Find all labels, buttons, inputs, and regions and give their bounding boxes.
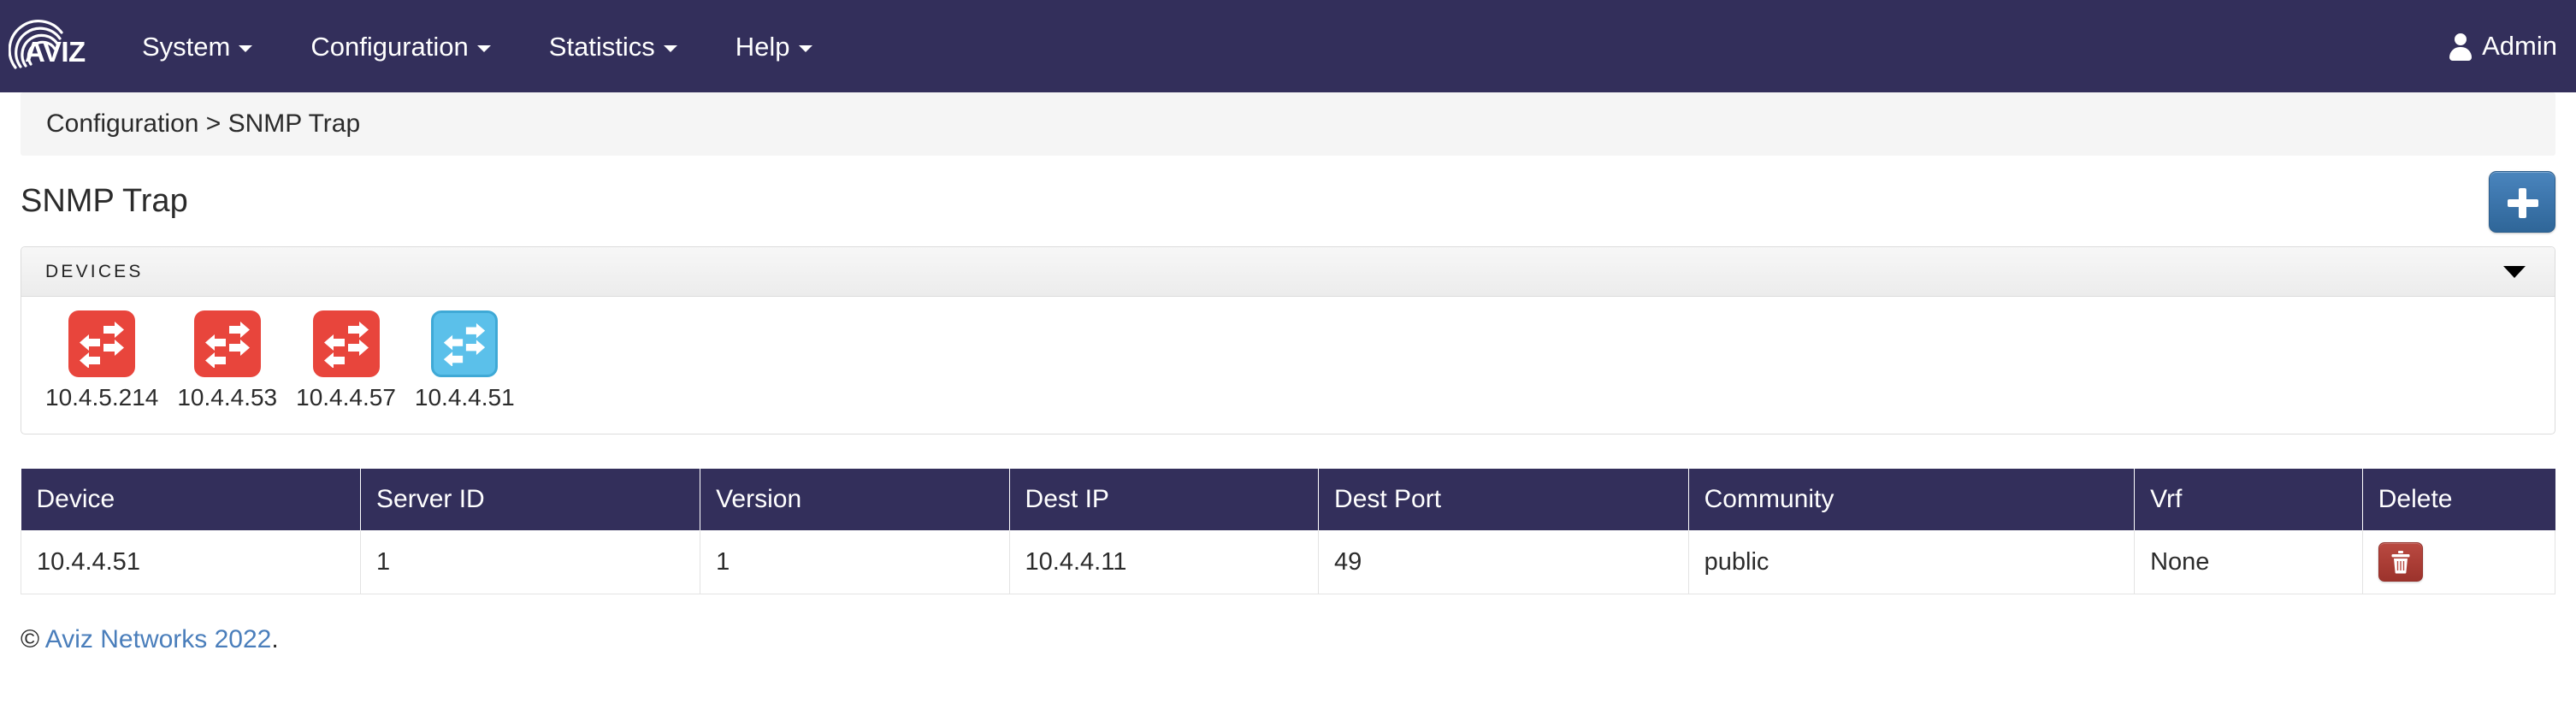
- column-header-dest-ip[interactable]: Dest IP: [1009, 469, 1320, 530]
- nav-item-help-label: Help: [735, 31, 790, 62]
- table-header-row: Device Server ID Version Dest IP Dest Po…: [21, 469, 2555, 530]
- snmp-trap-table: Device Server ID Version Dest IP Dest Po…: [20, 469, 2556, 594]
- user-menu[interactable]: Admin: [2449, 0, 2557, 92]
- trash-icon: [2391, 551, 2410, 574]
- footer-suffix: .: [271, 625, 279, 653]
- switch-icon: [193, 310, 261, 377]
- switch-icon: [312, 310, 380, 377]
- switch-icon: [68, 310, 136, 377]
- column-header-delete[interactable]: Delete: [2362, 469, 2555, 530]
- cell-device: 10.4.4.51: [20, 530, 362, 594]
- device-list: 10.4.5.214 10.4.4.53: [45, 310, 2531, 410]
- nav-item-statistics[interactable]: Statistics: [520, 0, 706, 92]
- top-navbar: AVIZ System Configuration Statistics Hel…: [0, 0, 2576, 92]
- column-header-version[interactable]: Version: [700, 469, 1010, 530]
- switch-icon: [431, 310, 499, 377]
- chevron-down-icon: [798, 45, 812, 52]
- chevron-down-icon: [476, 45, 491, 52]
- delete-row-button[interactable]: [2378, 542, 2423, 582]
- chevron-down-icon: [239, 45, 253, 52]
- chevron-down-icon: [663, 45, 677, 52]
- user-menu-label: Admin: [2482, 31, 2557, 61]
- table-row: 10.4.4.51 1 1 10.4.4.11 49 public None: [20, 530, 2556, 594]
- device-item[interactable]: 10.4.4.57: [296, 310, 396, 410]
- column-header-server-id[interactable]: Server ID: [360, 469, 701, 530]
- cell-server-id: 1: [360, 530, 701, 594]
- device-item[interactable]: 10.4.4.53: [177, 310, 277, 410]
- snmp-trap-table-container: Device Server ID Version Dest IP Dest Po…: [20, 469, 2556, 594]
- nav-menu: System Configuration Statistics Help: [113, 0, 842, 92]
- devices-panel-header[interactable]: DEVICES: [21, 247, 2555, 297]
- chevron-down-icon[interactable]: [2503, 265, 2526, 278]
- column-header-dest-port[interactable]: Dest Port: [1318, 469, 1689, 530]
- nav-item-system-label: System: [142, 31, 231, 62]
- page-header: SNMP Trap: [0, 156, 2576, 241]
- breadcrumb: Configuration > SNMP Trap: [21, 92, 2555, 156]
- cell-delete: [2361, 530, 2556, 594]
- devices-panel: DEVICES 10.4.5.214: [21, 246, 2555, 434]
- device-item[interactable]: 10.4.5.214: [45, 310, 158, 410]
- nav-item-configuration-label: Configuration: [310, 31, 469, 62]
- cell-vrf: None: [2134, 530, 2363, 594]
- user-icon: [2449, 33, 2473, 61]
- plus-icon-vertical: [2519, 188, 2526, 218]
- cell-version: 1: [700, 530, 1010, 594]
- nav-item-system[interactable]: System: [113, 0, 281, 92]
- aviz-logo[interactable]: AVIZ: [9, 10, 94, 82]
- breadcrumb-container: Configuration > SNMP Trap: [0, 92, 2576, 156]
- add-snmp-trap-button[interactable]: [2489, 171, 2555, 233]
- column-header-community[interactable]: Community: [1688, 469, 2136, 530]
- cell-community: public: [1687, 530, 2136, 594]
- nav-item-statistics-label: Statistics: [548, 31, 655, 62]
- device-label: 10.4.5.214: [45, 384, 159, 411]
- devices-panel-body: 10.4.5.214 10.4.4.53: [21, 297, 2555, 434]
- svg-text:AVIZ: AVIZ: [25, 36, 86, 68]
- devices-panel-title: DEVICES: [45, 261, 144, 281]
- device-label: 10.4.4.57: [296, 384, 396, 411]
- footer-link[interactable]: Aviz Networks 2022: [44, 625, 272, 653]
- device-label: 10.4.4.51: [414, 384, 515, 411]
- column-header-device[interactable]: Device: [21, 469, 362, 530]
- column-header-vrf[interactable]: Vrf: [2134, 469, 2363, 530]
- page-title: SNMP Trap: [21, 183, 188, 220]
- nav-item-configuration[interactable]: Configuration: [281, 0, 519, 92]
- cell-dest-ip: 10.4.4.11: [1008, 530, 1320, 594]
- nav-item-help[interactable]: Help: [706, 0, 842, 92]
- cell-dest-port: 49: [1318, 530, 1689, 594]
- device-label: 10.4.4.53: [177, 384, 278, 411]
- device-item-selected[interactable]: 10.4.4.51: [415, 310, 515, 410]
- footer: © Aviz Networks 2022.: [0, 625, 2576, 654]
- copyright-symbol: ©: [21, 625, 40, 653]
